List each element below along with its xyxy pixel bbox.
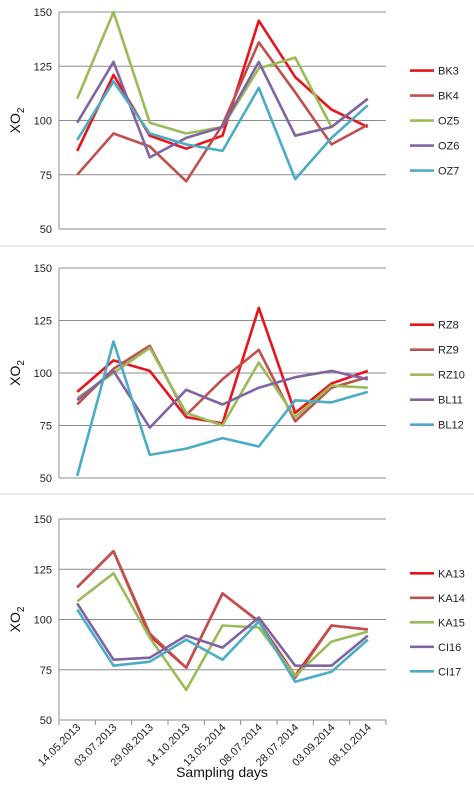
legend-label: OZ7	[438, 166, 459, 178]
y-tick-label: 75	[40, 421, 52, 433]
legend-label: OZ6	[438, 141, 459, 153]
series-line-ka15	[76, 571, 369, 692]
series-line-oz7	[76, 80, 369, 181]
y-tick-label: 125	[34, 564, 52, 576]
y-tick-label: 125	[34, 316, 52, 328]
y-tick-label: 50	[40, 715, 52, 727]
series-line-oz5	[76, 10, 369, 135]
series-line-ka14	[76, 549, 368, 680]
series-line-bl12	[75, 340, 369, 477]
chart-panel-2: 50 75 100 125 150 XO2 RZ8 RZ9 RZ10 BL11 BL12	[7, 263, 465, 485]
series-line-ci16	[76, 602, 369, 668]
y-axis-title: XO2	[7, 360, 27, 386]
legend-label: RZ10	[438, 370, 465, 382]
y-axis-title: XO2	[7, 107, 27, 133]
legend-label: OZ5	[438, 116, 459, 128]
y-tick-label: 150	[34, 514, 52, 526]
y-tick-label: 75	[40, 665, 52, 677]
legend-label: KA15	[438, 617, 465, 629]
legend-label: RZ9	[438, 345, 459, 357]
y-tick-label: 100	[34, 368, 52, 380]
y-tick-label: 75	[40, 170, 52, 182]
series-line-bk3	[76, 19, 369, 152]
series-line-rz9	[76, 344, 369, 423]
legend-label: BL12	[438, 420, 464, 432]
y-tick-label: 125	[34, 61, 52, 73]
y-tick-label: 150	[34, 7, 52, 19]
y-tick-label: 100	[34, 116, 52, 128]
chart-panel-3: 5075100125150XO2KA13KA14KA15CI16CI1714.0…	[7, 514, 465, 769]
y-axis-title: XO2	[7, 606, 27, 632]
legend-label: BL11	[438, 395, 463, 407]
legend-label: KA13	[438, 568, 465, 580]
x-axis-title: Sampling days	[176, 764, 268, 780]
y-tick-label: 50	[40, 473, 52, 485]
legend-label: CI17	[438, 666, 461, 678]
legend-label: RZ8	[438, 320, 459, 332]
legend-label: KA14	[438, 593, 465, 605]
legend-label: CI16	[438, 642, 461, 654]
chart-panel-1: 50 75 100 125 150 XO2 BK3 BK4 OZ5 OZ6 OZ7	[7, 7, 459, 236]
chart-panels: 50 75 100 125 150 XO2 BK3 BK4 OZ5 OZ6 OZ7 50 75 100 12…	[7, 7, 465, 769]
legend-label: BK4	[438, 91, 459, 103]
series-line-ci17	[76, 608, 369, 684]
series-line-rz10	[76, 346, 368, 427]
y-tick-label: 50	[40, 224, 52, 236]
y-tick-label: 100	[34, 615, 52, 627]
series-line-bl11	[76, 369, 369, 429]
legend-label: BK3	[438, 66, 459, 78]
series-line-oz6	[76, 60, 369, 159]
y-tick-label: 150	[34, 263, 52, 275]
